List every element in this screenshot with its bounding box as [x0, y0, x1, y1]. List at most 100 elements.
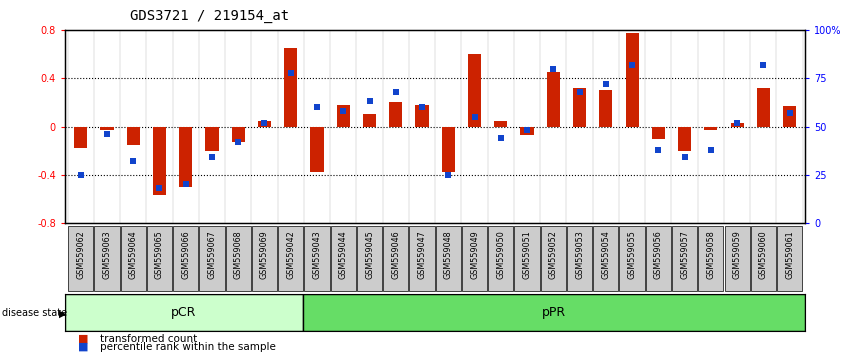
Text: disease state: disease state — [2, 308, 67, 318]
FancyBboxPatch shape — [94, 226, 120, 291]
Bar — [704, 127, 717, 130]
Bar — [468, 54, 481, 127]
Bar — [74, 127, 87, 148]
Text: GSM559054: GSM559054 — [601, 230, 611, 279]
FancyBboxPatch shape — [725, 226, 750, 291]
Text: GSM559067: GSM559067 — [208, 230, 216, 279]
Point — [651, 147, 665, 153]
Bar — [599, 90, 612, 127]
FancyBboxPatch shape — [751, 226, 776, 291]
FancyBboxPatch shape — [305, 226, 330, 291]
Bar — [100, 127, 113, 130]
Text: GSM559042: GSM559042 — [287, 230, 295, 279]
Text: GSM559063: GSM559063 — [102, 230, 112, 279]
Bar — [520, 127, 533, 135]
Bar — [573, 88, 586, 127]
Bar — [389, 102, 403, 127]
Point — [100, 131, 114, 137]
Text: GSM559068: GSM559068 — [234, 230, 242, 279]
Point — [152, 185, 166, 191]
Text: GSM559050: GSM559050 — [496, 230, 505, 279]
Text: GSM559057: GSM559057 — [680, 230, 689, 279]
Bar — [363, 114, 376, 127]
Text: GSM559049: GSM559049 — [470, 230, 479, 279]
FancyBboxPatch shape — [567, 226, 592, 291]
Point — [783, 110, 797, 116]
Bar — [783, 106, 796, 127]
FancyBboxPatch shape — [646, 226, 671, 291]
FancyBboxPatch shape — [147, 226, 172, 291]
Text: GSM559051: GSM559051 — [522, 230, 532, 279]
FancyBboxPatch shape — [252, 226, 277, 291]
Text: pCR: pCR — [171, 306, 197, 319]
Text: GSM559047: GSM559047 — [417, 230, 427, 279]
Bar — [205, 127, 218, 151]
FancyBboxPatch shape — [68, 226, 94, 291]
FancyBboxPatch shape — [488, 226, 514, 291]
Point — [520, 127, 534, 133]
FancyBboxPatch shape — [278, 226, 303, 291]
Bar — [284, 48, 297, 127]
Text: ■: ■ — [78, 334, 88, 344]
Text: ▶: ▶ — [59, 308, 67, 318]
Point — [74, 172, 87, 178]
Point — [126, 159, 140, 164]
FancyBboxPatch shape — [410, 226, 435, 291]
Point — [231, 139, 245, 145]
Text: GSM559060: GSM559060 — [759, 230, 768, 279]
Text: percentile rank within the sample: percentile rank within the sample — [100, 342, 275, 352]
Text: GSM559046: GSM559046 — [391, 230, 400, 279]
Point — [494, 135, 507, 141]
Text: GDS3721 / 219154_at: GDS3721 / 219154_at — [130, 9, 289, 23]
Text: GSM559066: GSM559066 — [181, 230, 191, 279]
Text: GSM559048: GSM559048 — [443, 230, 453, 279]
Bar — [494, 120, 507, 127]
FancyBboxPatch shape — [120, 226, 145, 291]
Text: GSM559061: GSM559061 — [785, 230, 794, 279]
Text: GSM559064: GSM559064 — [129, 230, 138, 279]
Text: GSM559053: GSM559053 — [575, 230, 584, 279]
Bar — [757, 88, 770, 127]
Text: GSM559065: GSM559065 — [155, 230, 164, 279]
Point — [546, 66, 560, 72]
Text: pPR: pPR — [542, 306, 566, 319]
Text: transformed count: transformed count — [100, 334, 197, 344]
FancyBboxPatch shape — [540, 226, 565, 291]
Bar — [416, 105, 429, 127]
Bar — [337, 105, 350, 127]
FancyBboxPatch shape — [173, 226, 198, 291]
Bar — [65, 294, 303, 331]
FancyBboxPatch shape — [777, 226, 802, 291]
Text: GSM559058: GSM559058 — [707, 230, 715, 279]
Point — [442, 172, 456, 178]
Bar — [232, 127, 245, 142]
Text: GSM559045: GSM559045 — [365, 230, 374, 279]
Bar — [179, 127, 192, 187]
Text: GSM559062: GSM559062 — [76, 230, 85, 279]
Bar — [652, 127, 665, 139]
Point — [756, 62, 770, 68]
Bar — [258, 120, 271, 127]
Point — [336, 108, 350, 114]
Point — [389, 89, 403, 95]
FancyBboxPatch shape — [514, 226, 540, 291]
Point — [415, 104, 429, 110]
Bar — [546, 72, 560, 127]
Point — [625, 62, 639, 68]
FancyBboxPatch shape — [672, 226, 697, 291]
Point — [704, 147, 718, 153]
Bar — [678, 127, 691, 151]
Text: GSM559044: GSM559044 — [339, 230, 348, 279]
Bar — [153, 127, 166, 195]
Text: GSM559055: GSM559055 — [628, 230, 637, 279]
Text: GSM559069: GSM559069 — [260, 230, 269, 279]
FancyBboxPatch shape — [436, 226, 461, 291]
Point — [310, 104, 324, 110]
Text: GSM559056: GSM559056 — [654, 230, 662, 279]
Point — [730, 120, 744, 126]
Point — [599, 81, 613, 87]
Point — [572, 89, 586, 95]
Point — [678, 155, 692, 160]
Bar — [731, 123, 744, 127]
Bar — [625, 33, 638, 127]
